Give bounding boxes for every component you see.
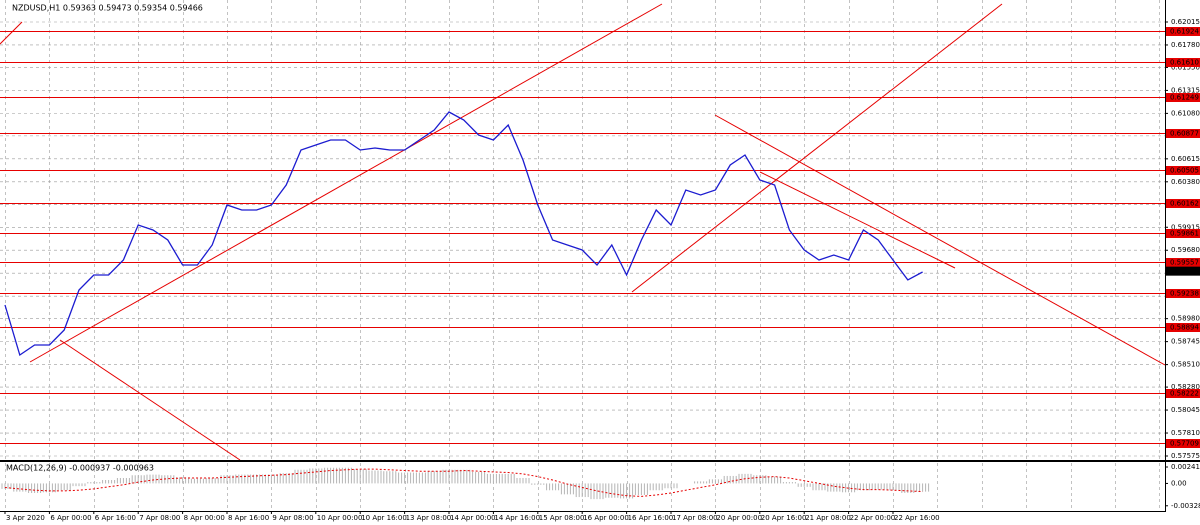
y-tick-label: 0.60615 — [1171, 155, 1200, 163]
level-label-box — [1166, 199, 1200, 208]
plot — [1, 111, 930, 500]
y-tick-label: 0.57575 — [1171, 452, 1200, 460]
y-tick-label: -0.00328 — [1171, 502, 1200, 510]
y-tick-label: 0.62015 — [1171, 18, 1200, 26]
trend-line — [59, 339, 241, 461]
level-label: 0.59557 — [1170, 259, 1199, 267]
x-tick-label: 10 Apr 00:00 — [317, 514, 363, 522]
x-tick-label: 7 Apr 08:00 — [139, 514, 180, 522]
trend-line — [714, 114, 1166, 366]
x-tick-label: 14 Apr 00:00 — [450, 514, 496, 522]
y-tick-label: 0.58045 — [1171, 406, 1200, 414]
price-line — [4, 111, 923, 357]
level-label-box — [1166, 323, 1200, 332]
level-label: 0.61249 — [1170, 94, 1199, 102]
level-label: 0.57709 — [1170, 440, 1199, 448]
level-label: 0.59861 — [1170, 230, 1199, 238]
x-tick-label: 22 Apr 00:00 — [850, 514, 896, 522]
y-tick-label: 0.002411 — [1171, 463, 1200, 471]
x-tick-label: 21 Apr 08:00 — [805, 514, 851, 522]
y-tick-label: 0.58745 — [1171, 338, 1200, 346]
x-tick-label: 3 Apr 2020 — [6, 514, 45, 522]
y-tick-label: 0.59680 — [1171, 246, 1200, 254]
x-tick-label: 6 Apr 00:00 — [50, 514, 91, 522]
level-label-box — [1166, 93, 1200, 102]
level-label: 0.60505 — [1170, 167, 1199, 175]
y-tick-label: 0.61550 — [1171, 63, 1200, 71]
level-label-box — [1166, 129, 1200, 138]
level-label-box — [1166, 439, 1200, 448]
level-label: 0.58894 — [1170, 324, 1199, 332]
x-tick-label: 16 Apr 00:00 — [583, 514, 629, 522]
y-tick-label: 0.61080 — [1171, 109, 1200, 117]
signal-line — [4, 468, 923, 497]
axes: 3 Apr 2020 6 Apr 00:00 6 Apr 16:00 7 Apr 08… — [4, 18, 1200, 522]
x-tick-label: 10 Apr 16:00 — [361, 514, 407, 522]
level-label: 0.61924 — [1170, 28, 1199, 36]
current-price-label: 0.59466 — [1170, 267, 1199, 275]
y-tick-label: 0.00 — [1171, 479, 1187, 487]
current-price-box — [1166, 266, 1200, 276]
trend-lines — [0, 3, 1166, 461]
y-tick-label: 0.57810 — [1171, 429, 1200, 437]
level-label-box — [1166, 27, 1200, 36]
level-label: 0.60877 — [1170, 130, 1199, 138]
trend-line — [759, 171, 956, 269]
level-label: 0.61610 — [1170, 59, 1199, 67]
trend-line — [631, 3, 1003, 293]
y-tick-label: 0.58510 — [1171, 361, 1200, 369]
level-label: 0.59238 — [1170, 290, 1199, 298]
level-label-box — [1166, 58, 1200, 67]
trend-line — [29, 3, 663, 363]
macd-header: MACD(12,26,9) -0.000937 -0.000963 — [6, 464, 154, 473]
grid — [0, 0, 1165, 510]
level-label-box — [1166, 166, 1200, 175]
trend-line — [0, 21, 23, 45]
x-tick-label: 6 Apr 16:00 — [95, 514, 136, 522]
x-tick-label: 8 Apr 16:00 — [228, 514, 269, 522]
level-label-box — [1166, 258, 1200, 267]
y-tick-label: 0.61315 — [1171, 86, 1200, 94]
x-tick-label: 13 Apr 08:00 — [406, 514, 452, 522]
level-label-box — [1166, 229, 1200, 238]
chart-header: NZDUSD,H1 0.59363 0.59473 0.59354 0.5946… — [12, 4, 203, 13]
x-tick-label: 14 Apr 16:00 — [494, 514, 540, 522]
x-tick-label: 15 Apr 08:00 — [539, 514, 585, 522]
y-tick-label: 0.61780 — [1171, 41, 1200, 49]
x-tick-label: 20 Apr 16:00 — [761, 514, 807, 522]
y-tick-label: 0.58980 — [1171, 315, 1200, 323]
y-tick-label: 0.60380 — [1171, 178, 1200, 186]
x-tick-label: 9 Apr 08:00 — [272, 514, 313, 522]
x-tick-label: 20 Apr 00:00 — [716, 514, 762, 522]
level-label-box — [1166, 289, 1200, 298]
level-label-box — [1166, 389, 1200, 398]
y-tick-label: 0.59915 — [1171, 223, 1200, 231]
level-label: 0.60162 — [1170, 200, 1199, 208]
x-tick-label: 8 Apr 00:00 — [184, 514, 225, 522]
level-label: 0.58222 — [1170, 390, 1199, 398]
x-tick-label: 16 Apr 16:00 — [628, 514, 674, 522]
y-tick-label: 0.58280 — [1171, 383, 1200, 391]
x-tick-label: 22 Apr 16:00 — [894, 514, 940, 522]
x-tick-label: 17 Apr 08:00 — [672, 514, 718, 522]
